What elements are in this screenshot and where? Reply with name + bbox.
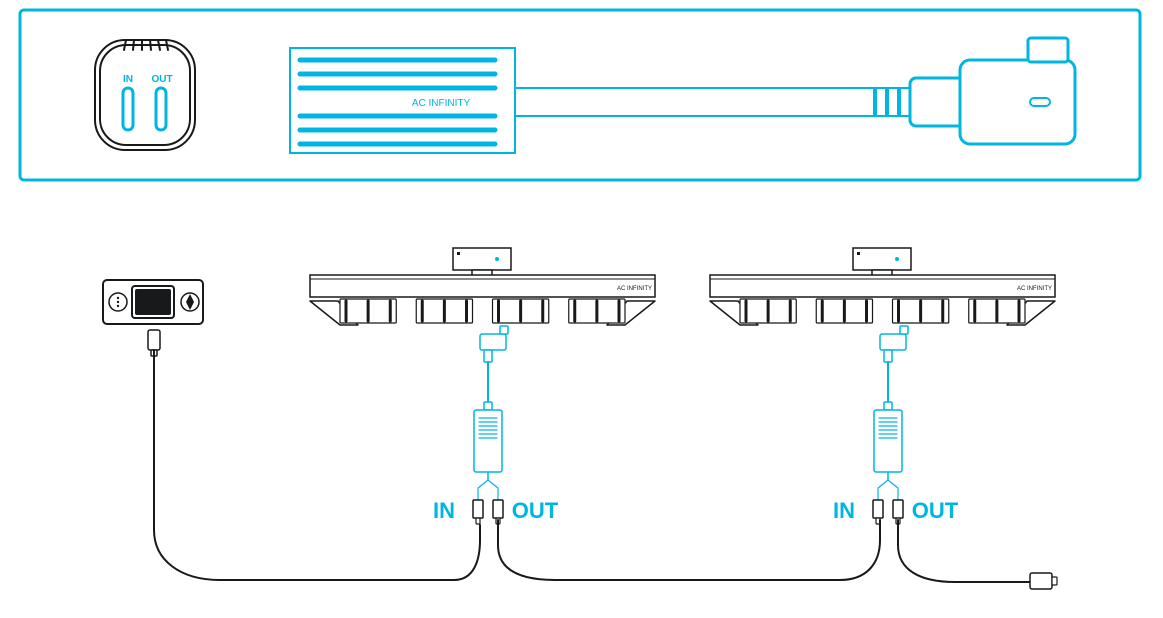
tail-plug (1030, 573, 1052, 589)
light-brand: AC INFINITY (1017, 286, 1052, 292)
controller-plug (148, 330, 160, 350)
 (478, 480, 488, 500)
mini-plug-in (473, 500, 483, 518)
light-driver (453, 248, 511, 270)
adapter-vent (133, 40, 134, 50)
 (884, 402, 892, 410)
controller-dot (117, 301, 119, 303)
label-in-1: IN (433, 498, 455, 523)
 (857, 252, 860, 255)
 (457, 252, 460, 255)
light-led-icon (895, 257, 899, 261)
 (888, 480, 898, 500)
led-light-1: AC INFINITY (710, 248, 1055, 524)
daisy-chain-cable (498, 520, 880, 580)
controller-cable (154, 350, 480, 580)
mini-plug-in (873, 500, 883, 518)
 (484, 402, 492, 410)
 (476, 518, 480, 524)
light-led-icon (495, 257, 499, 261)
mini-driver-body (474, 410, 502, 472)
light-brand: AC INFINITY (617, 286, 652, 292)
adapter-label-out: OUT (151, 74, 172, 85)
light-driver (853, 248, 911, 270)
 (878, 480, 888, 500)
adapter-face-outer (95, 40, 195, 150)
mini-driver-body (874, 410, 902, 472)
 (488, 480, 498, 500)
label-out-2: OUT (912, 498, 959, 523)
plug-body (960, 60, 1075, 144)
 (884, 350, 892, 362)
mini-plug-top (880, 334, 906, 350)
mini-plug-out (493, 500, 503, 518)
label-out-1: OUT (512, 498, 559, 523)
controller-dot (117, 297, 119, 299)
driver-brand: AC INFINITY (412, 98, 471, 109)
top-panel: IN OUT AC INFINITY (20, 10, 1140, 180)
light-bar (710, 275, 1055, 297)
controller-dot (117, 305, 119, 307)
led-light-0: AC INFINITY (310, 248, 655, 524)
adapter-label-in: IN (123, 74, 133, 85)
cable-body (515, 88, 910, 116)
adapter-vent (150, 40, 151, 50)
tail-plug-tip (1052, 577, 1057, 585)
plug-tip (1028, 38, 1068, 62)
tail-cable (898, 520, 1030, 582)
light-bar (310, 275, 655, 297)
label-in-2: IN (833, 498, 855, 523)
plug-neck (910, 78, 965, 126)
bottom-panel: AC INFINITY AC INFINITY IN OUT IN OUT (103, 248, 1057, 589)
mini-plug-tip (900, 326, 908, 334)
controller-screen-fill (135, 289, 171, 315)
mini-plug-out (893, 500, 903, 518)
mini-plug-tip (500, 326, 508, 334)
mini-plug-top (480, 334, 506, 350)
 (484, 350, 492, 362)
